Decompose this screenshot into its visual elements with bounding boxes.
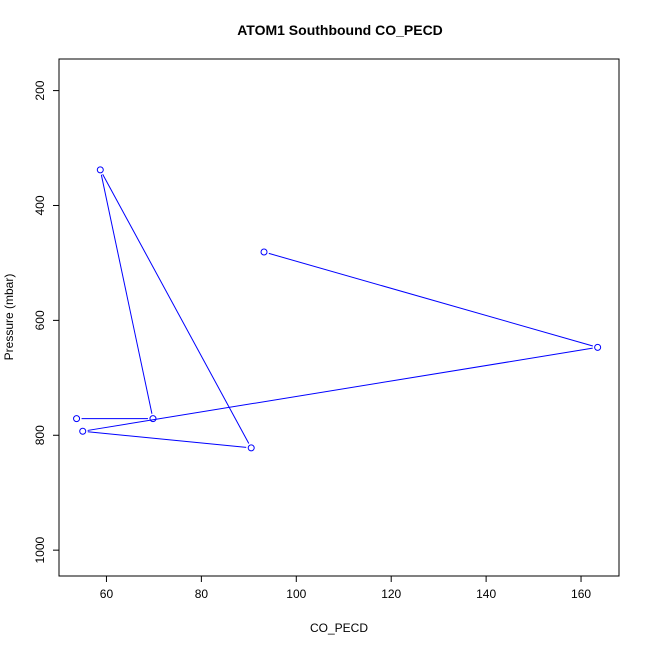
series-line-segment xyxy=(102,174,250,444)
x-axis-label: CO_PECD xyxy=(310,621,368,635)
data-point xyxy=(149,415,157,423)
x-tick-label: 80 xyxy=(195,587,209,601)
series-line-segment xyxy=(100,174,153,414)
y-tick-label: 1000 xyxy=(33,536,47,563)
y-tick-label: 600 xyxy=(33,310,47,330)
x-tick-label: 160 xyxy=(571,587,591,601)
chart-title: ATOM1 Southbound CO_PECD xyxy=(237,22,443,38)
data-point xyxy=(247,444,255,452)
y-tick-label: 200 xyxy=(33,80,47,100)
x-tick-label: 140 xyxy=(476,587,496,601)
data-point xyxy=(79,427,87,435)
series-line-segment xyxy=(87,347,593,431)
x-tick-label: 120 xyxy=(381,587,401,601)
data-point xyxy=(96,166,104,174)
x-tick-label: 60 xyxy=(100,587,114,601)
y-axis-label: Pressure (mbar) xyxy=(2,274,16,361)
x-axis: 60 80 100 120 140 160 xyxy=(100,576,591,601)
y-tick-label: 800 xyxy=(33,425,47,445)
y-axis: 200 400 600 800 1000 xyxy=(33,80,59,564)
data-point xyxy=(594,343,602,351)
series-line-segment xyxy=(268,252,593,347)
data-point xyxy=(73,415,81,423)
plot-frame xyxy=(58,58,620,577)
data-point xyxy=(260,248,268,256)
data-series xyxy=(73,166,602,452)
y-tick-label: 400 xyxy=(33,195,47,215)
plot-area xyxy=(58,58,620,577)
x-tick-label: 100 xyxy=(286,587,306,601)
series-line-segment xyxy=(87,431,247,448)
